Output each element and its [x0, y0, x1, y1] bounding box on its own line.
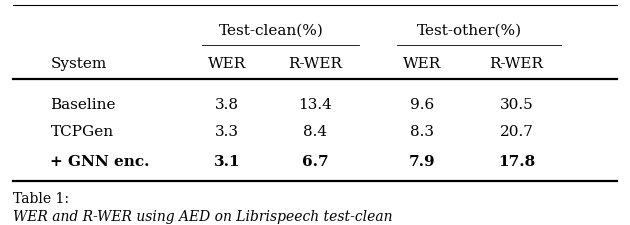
Text: WER: WER [403, 57, 441, 71]
Text: Test-clean(%): Test-clean(%) [219, 23, 323, 37]
Text: TCPGen: TCPGen [50, 125, 113, 139]
Text: + GNN enc.: + GNN enc. [50, 154, 150, 168]
Text: Test-other(%): Test-other(%) [417, 23, 522, 37]
Text: 30.5: 30.5 [500, 98, 534, 112]
Text: 17.8: 17.8 [498, 154, 536, 168]
Text: Table 1:: Table 1: [13, 191, 73, 205]
Text: 8.3: 8.3 [410, 125, 434, 139]
Text: 3.1: 3.1 [214, 154, 240, 168]
Text: 6.7: 6.7 [302, 154, 328, 168]
Text: 8.4: 8.4 [303, 125, 327, 139]
Text: Baseline: Baseline [50, 98, 116, 112]
Text: 7.9: 7.9 [409, 154, 435, 168]
Text: R-WER: R-WER [490, 57, 544, 71]
Text: 3.8: 3.8 [215, 98, 239, 112]
Text: WER and R-WER using AED on Librispeech test-clean
and test-other sets. Baseline : WER and R-WER using AED on Librispeech t… [13, 209, 455, 225]
Text: 20.7: 20.7 [500, 125, 534, 139]
Text: 9.6: 9.6 [410, 98, 434, 112]
Text: 3.3: 3.3 [215, 125, 239, 139]
Text: 13.4: 13.4 [298, 98, 332, 112]
Text: System: System [50, 57, 106, 71]
Text: WER: WER [208, 57, 246, 71]
Text: R-WER: R-WER [288, 57, 342, 71]
